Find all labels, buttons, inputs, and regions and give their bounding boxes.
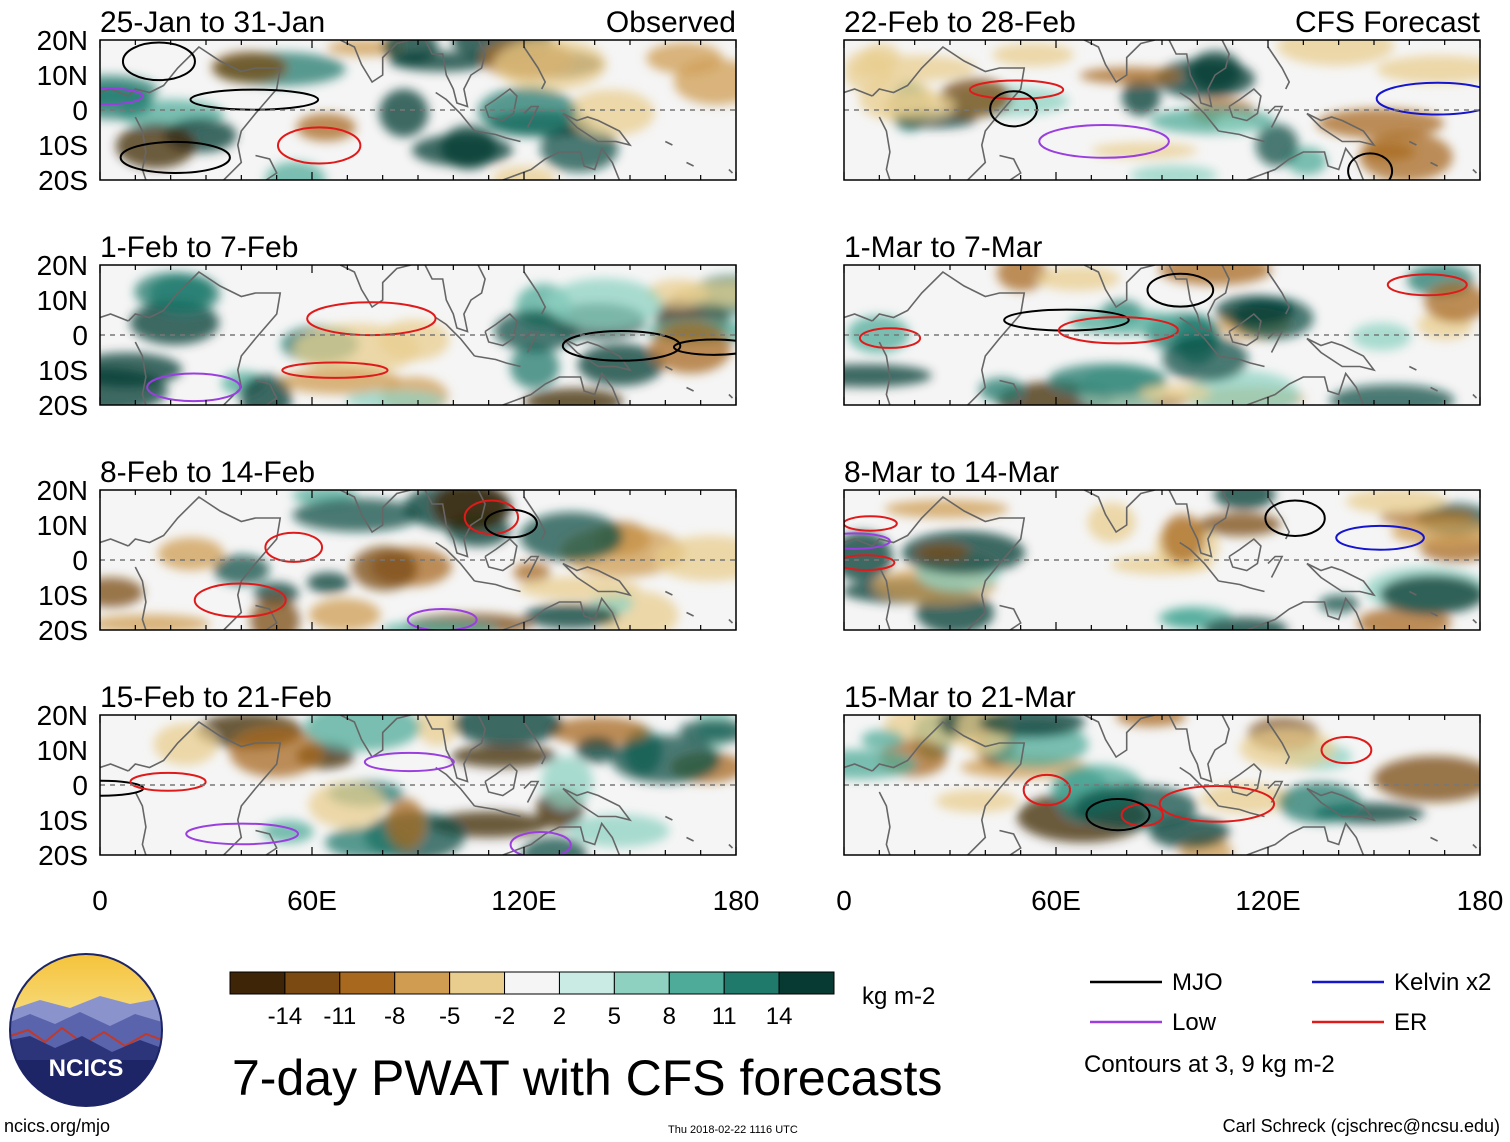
x-tick-label: 60E bbox=[287, 885, 337, 916]
y-tick-label: 20N bbox=[37, 25, 88, 56]
map-panel: 25-Jan to 31-Jan Observed 20N 10N 0 10S 20S bbox=[37, 6, 737, 196]
ncics-logo: NCICS bbox=[9, 953, 163, 1107]
y-tick-label: 0 bbox=[72, 95, 88, 126]
colorbar-tick: -14 bbox=[268, 1003, 303, 1030]
legend-label: Kelvin x2 bbox=[1394, 969, 1491, 996]
x-tick-label: 120E bbox=[491, 885, 556, 916]
y-tick-label: 20S bbox=[38, 840, 88, 871]
y-tick-label: 20S bbox=[38, 615, 88, 646]
pwat-field bbox=[844, 715, 1480, 855]
panel-title: 8-Mar to 14-Mar bbox=[844, 456, 1059, 489]
y-tick-label: 20S bbox=[38, 165, 88, 196]
main-title: 7-day PWAT with CFS forecasts bbox=[232, 1050, 942, 1106]
pwat-field bbox=[100, 490, 736, 630]
colorbar-box bbox=[778, 971, 835, 995]
map-panel: 15-Mar to 21-Mar20N10N010S20S bbox=[843, 681, 1481, 856]
y-tick-label: 0 bbox=[72, 545, 88, 576]
y-tick-label: 0 bbox=[72, 320, 88, 351]
colorbar-tick: 14 bbox=[766, 1003, 793, 1030]
panel-title: 15-Feb to 21-Feb bbox=[100, 681, 332, 714]
colorbar-box bbox=[558, 971, 615, 995]
y-tick-label: 10N bbox=[37, 60, 88, 91]
x-tick-label: 180 bbox=[1457, 885, 1504, 916]
colorbar-tick: -5 bbox=[439, 1003, 460, 1030]
colorbar-tick: -8 bbox=[384, 1003, 405, 1030]
colorbar-box bbox=[449, 971, 506, 995]
y-tick-label: 10S bbox=[38, 130, 88, 161]
colorbar-box bbox=[613, 971, 670, 995]
x-tick-label: 0 bbox=[92, 885, 108, 916]
legend-label: MJO bbox=[1172, 969, 1223, 996]
pwat-field bbox=[100, 40, 736, 180]
colorbar-tick: 8 bbox=[663, 1003, 676, 1030]
y-tick-label: 0 bbox=[72, 770, 88, 801]
colorbar-tick: 5 bbox=[608, 1003, 621, 1030]
y-tick-label: 20S bbox=[38, 390, 88, 421]
panel-title: 15-Mar to 21-Mar bbox=[844, 681, 1076, 714]
legend: MJO Kelvin x2 Low ER bbox=[1090, 969, 1491, 1036]
colorbar-tick: 2 bbox=[553, 1003, 566, 1030]
panel-title: 1-Mar to 7-Mar bbox=[844, 231, 1042, 264]
y-tick-label: 10N bbox=[37, 285, 88, 316]
x-tick-label: 180 bbox=[713, 885, 760, 916]
pwat-field bbox=[100, 265, 736, 405]
pwat-field bbox=[844, 40, 1480, 180]
y-tick-label: 10S bbox=[38, 355, 88, 386]
colorbar-units: kg m-2 bbox=[862, 983, 935, 1010]
y-tick-label: 20N bbox=[37, 700, 88, 731]
y-tick-label: 10S bbox=[38, 580, 88, 611]
colorbar-tick: 11 bbox=[712, 1003, 737, 1030]
footer-timestamp: Thu 2018-02-22 1116 UTC bbox=[668, 1124, 798, 1136]
legend-label: Low bbox=[1172, 1009, 1217, 1036]
map-panel: 8-Mar to 14-Mar20N10N010S20S bbox=[843, 456, 1481, 631]
colorbar-box bbox=[284, 971, 341, 995]
map-panel: 1-Mar to 7-Mar20N10N010S20S bbox=[843, 231, 1481, 406]
footer-url[interactable]: ncics.org/mjo bbox=[4, 1116, 110, 1136]
y-tick-label: 20N bbox=[37, 475, 88, 506]
colorbar: -14 -11 -8 -5 -2 2 5 8 11 14 bbox=[229, 971, 835, 1030]
y-tick-label: 10N bbox=[37, 510, 88, 541]
logo-text: NCICS bbox=[49, 1055, 124, 1082]
panel-title: 25-Jan to 31-Jan bbox=[100, 6, 325, 39]
panel-title: 22-Feb to 28-Feb bbox=[844, 6, 1076, 39]
colorbar-box bbox=[394, 971, 451, 995]
contours-note: Contours at 3, 9 kg m-2 bbox=[1084, 1051, 1335, 1078]
map-panel: 15-Feb to 21-Feb 20N 10N 0 10S 20S bbox=[37, 681, 737, 871]
colorbar-tick: -2 bbox=[494, 1003, 515, 1030]
y-tick-label: 10S bbox=[38, 805, 88, 836]
colorbar-box bbox=[229, 971, 286, 995]
map-panel: 1-Feb to 7-Feb 20N 10N 0 10S 20S bbox=[37, 231, 737, 421]
column-header: Observed bbox=[606, 6, 736, 39]
colorbar-tick: -11 bbox=[323, 1003, 356, 1030]
map-panel: 8-Feb to 14-Feb 20N 10N 0 10S 20S bbox=[37, 456, 737, 646]
x-tick-label: 60E bbox=[1031, 885, 1081, 916]
colorbar-box bbox=[723, 971, 780, 995]
y-tick-label: 10N bbox=[37, 735, 88, 766]
pwat-field bbox=[100, 715, 736, 855]
colorbar-box bbox=[504, 971, 560, 995]
colorbar-box bbox=[339, 971, 396, 995]
colorbar-box bbox=[668, 971, 725, 995]
pwat-field bbox=[844, 265, 1480, 405]
footer-credit: Carl Schreck (cjschrec@ncsu.edu) bbox=[1223, 1116, 1500, 1136]
panel-title: 8-Feb to 14-Feb bbox=[100, 456, 315, 489]
pwat-field bbox=[844, 490, 1480, 630]
column-header: CFS Forecast bbox=[1295, 6, 1481, 39]
legend-label: ER bbox=[1394, 1009, 1427, 1036]
panel-title: 1-Feb to 7-Feb bbox=[100, 231, 298, 264]
x-tick-label: 120E bbox=[1235, 885, 1300, 916]
y-tick-label: 20N bbox=[37, 250, 88, 281]
x-tick-label: 0 bbox=[836, 885, 852, 916]
